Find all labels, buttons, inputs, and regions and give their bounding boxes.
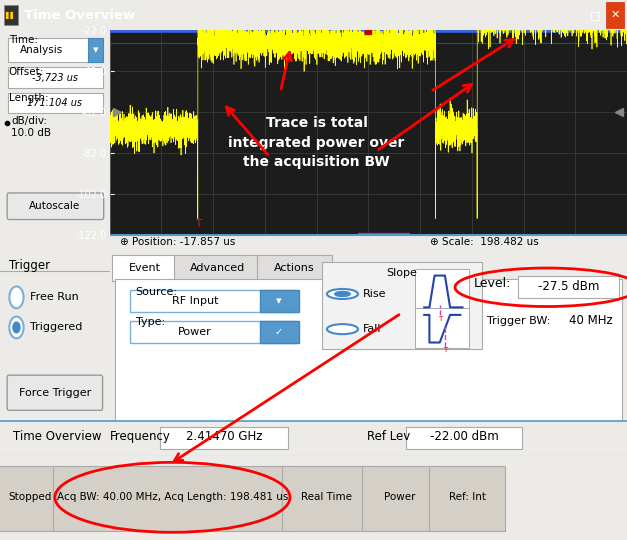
- FancyBboxPatch shape: [174, 255, 260, 281]
- Text: Trigger BW:: Trigger BW:: [487, 316, 551, 326]
- Text: Analysis: Analysis: [20, 45, 63, 55]
- Text: 40 MHz: 40 MHz: [569, 314, 613, 327]
- FancyBboxPatch shape: [53, 466, 292, 531]
- Text: ✓: ✓: [275, 327, 283, 336]
- Text: 10.0 dB: 10.0 dB: [11, 127, 51, 138]
- FancyBboxPatch shape: [130, 290, 296, 312]
- Text: -27.5 dBm: -27.5 dBm: [538, 280, 599, 293]
- FancyBboxPatch shape: [8, 93, 103, 113]
- Text: RF Input: RF Input: [172, 296, 218, 306]
- FancyBboxPatch shape: [0, 466, 63, 531]
- Text: T: T: [438, 316, 442, 322]
- FancyBboxPatch shape: [88, 38, 103, 62]
- FancyBboxPatch shape: [415, 269, 469, 318]
- FancyBboxPatch shape: [130, 321, 296, 342]
- Text: Offset:: Offset:: [9, 67, 44, 77]
- Text: Force Trigger: Force Trigger: [19, 388, 91, 398]
- FancyBboxPatch shape: [322, 262, 482, 349]
- Text: ▌▌: ▌▌: [4, 11, 16, 19]
- Text: Time Overview: Time Overview: [13, 430, 101, 443]
- Text: Trace is total
integrated power over
the acquisition BW: Trace is total integrated power over the…: [228, 116, 405, 170]
- FancyBboxPatch shape: [8, 38, 90, 62]
- Text: Fall: Fall: [363, 324, 382, 334]
- Circle shape: [9, 316, 24, 339]
- Text: -22.00 dBm: -22.00 dBm: [429, 430, 498, 443]
- Text: Type:: Type:: [135, 318, 165, 327]
- Text: Slope: Slope: [387, 268, 418, 278]
- Text: T: T: [443, 347, 447, 353]
- Text: -3,723 us: -3,723 us: [32, 72, 78, 83]
- Text: Source:: Source:: [135, 287, 177, 298]
- Text: 2.41470 GHz: 2.41470 GHz: [186, 430, 262, 443]
- FancyBboxPatch shape: [282, 466, 371, 531]
- Text: Time Overview: Time Overview: [24, 9, 135, 22]
- Text: ✕: ✕: [611, 10, 619, 20]
- Text: 171.104 us: 171.104 us: [28, 98, 82, 108]
- Text: Power: Power: [384, 492, 416, 502]
- Text: Frequency: Frequency: [110, 430, 171, 443]
- Text: Acq BW: 40.00 MHz, Acq Length: 198.481 us: Acq BW: 40.00 MHz, Acq Length: 198.481 u…: [56, 492, 288, 502]
- FancyBboxPatch shape: [7, 193, 103, 220]
- Text: Length:: Length:: [9, 93, 48, 103]
- FancyBboxPatch shape: [8, 68, 103, 87]
- Circle shape: [9, 286, 24, 308]
- Text: Ref Lev: Ref Lev: [367, 430, 410, 443]
- FancyBboxPatch shape: [519, 275, 619, 298]
- Text: ⊕ Scale:  198.482 us: ⊕ Scale: 198.482 us: [430, 238, 539, 247]
- FancyBboxPatch shape: [7, 375, 103, 410]
- FancyBboxPatch shape: [429, 466, 505, 531]
- FancyBboxPatch shape: [112, 255, 177, 281]
- FancyBboxPatch shape: [406, 427, 522, 449]
- FancyBboxPatch shape: [115, 279, 622, 421]
- Text: Advanced: Advanced: [189, 262, 245, 273]
- Text: Autoscale: Autoscale: [29, 201, 80, 211]
- Circle shape: [327, 324, 358, 334]
- FancyBboxPatch shape: [362, 466, 438, 531]
- FancyBboxPatch shape: [260, 290, 298, 312]
- FancyBboxPatch shape: [4, 5, 18, 25]
- Text: Real Time: Real Time: [301, 492, 352, 502]
- FancyBboxPatch shape: [260, 321, 298, 342]
- Text: Event: Event: [129, 262, 161, 273]
- Text: Ref: Int: Ref: Int: [448, 492, 486, 502]
- Text: T: T: [195, 219, 201, 229]
- Text: Stopped: Stopped: [8, 492, 51, 502]
- Text: Level:: Level:: [474, 278, 511, 291]
- Circle shape: [13, 322, 20, 333]
- Text: Triggered: Triggered: [29, 322, 82, 333]
- Text: Actions: Actions: [275, 262, 315, 273]
- FancyBboxPatch shape: [160, 427, 288, 449]
- Text: Time:: Time:: [9, 35, 38, 45]
- Text: Rise: Rise: [363, 289, 387, 299]
- Text: Power: Power: [178, 327, 212, 336]
- Text: dB/div:: dB/div:: [11, 116, 47, 126]
- Text: Free Run: Free Run: [29, 292, 78, 302]
- Text: ▾: ▾: [93, 45, 98, 55]
- FancyBboxPatch shape: [415, 308, 469, 348]
- Text: ▾: ▾: [276, 296, 282, 306]
- Circle shape: [335, 292, 350, 296]
- Text: □: □: [591, 10, 601, 20]
- Text: Trigger: Trigger: [9, 259, 50, 272]
- Text: ⊕ Position: -17.857 us: ⊕ Position: -17.857 us: [120, 238, 236, 247]
- Circle shape: [327, 289, 358, 299]
- FancyBboxPatch shape: [606, 2, 624, 28]
- FancyBboxPatch shape: [257, 255, 332, 281]
